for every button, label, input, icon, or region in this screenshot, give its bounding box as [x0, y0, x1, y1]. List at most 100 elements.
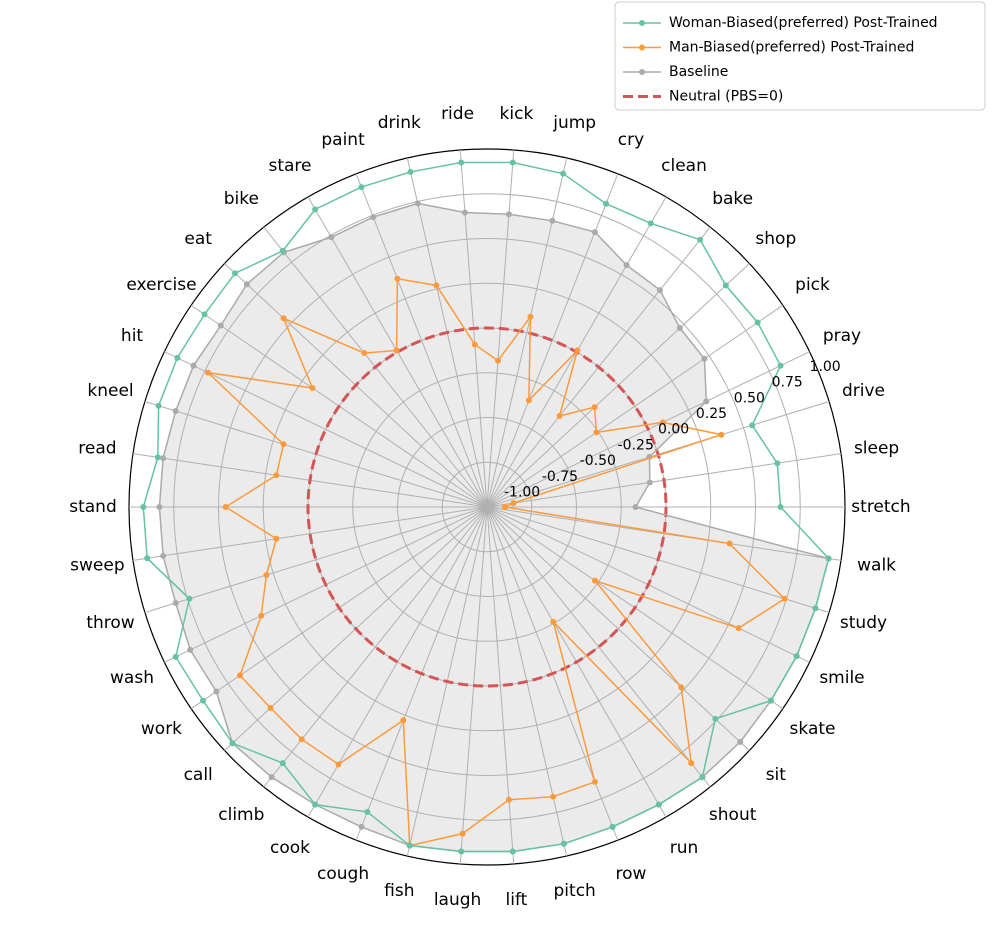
spoke: [355, 173, 488, 508]
spoke: [132, 506, 488, 561]
point: [793, 653, 800, 660]
category-label: clean: [661, 156, 707, 176]
point: [574, 347, 581, 354]
radial-tick-label: -0.25: [618, 437, 654, 453]
category-label: eat: [184, 229, 212, 249]
category-label: jump: [552, 113, 596, 133]
point: [825, 555, 832, 562]
category-label: run: [670, 838, 699, 858]
category-label: wash: [110, 668, 154, 688]
point: [471, 341, 478, 348]
point: [268, 774, 275, 781]
point: [647, 220, 654, 227]
radial-tick-label: -0.50: [580, 453, 616, 469]
point: [394, 275, 401, 282]
category-label: shout: [709, 805, 757, 825]
point: [527, 313, 534, 320]
category-label: row: [615, 864, 646, 884]
point: [201, 311, 208, 318]
point: [172, 407, 179, 414]
point: [156, 504, 163, 510]
point: [312, 206, 319, 213]
point: [186, 595, 193, 602]
category-label: skate: [790, 719, 836, 739]
point: [656, 287, 663, 294]
point: [309, 385, 316, 392]
point: [312, 801, 319, 808]
point: [393, 347, 400, 354]
point: [187, 646, 194, 653]
point: [501, 504, 508, 510]
legend-marker: [639, 20, 645, 26]
category-label: work: [141, 719, 182, 739]
point: [754, 319, 761, 326]
point: [560, 170, 567, 177]
point: [556, 413, 563, 420]
radial-tick-label: -0.75: [542, 469, 578, 485]
point: [258, 612, 265, 619]
point: [414, 200, 421, 207]
point: [229, 740, 236, 747]
point: [243, 281, 250, 288]
category-label: cough: [317, 864, 369, 884]
point: [505, 211, 512, 218]
radial-tick-label: 0.50: [734, 390, 765, 406]
point: [712, 715, 719, 722]
point: [267, 704, 274, 711]
spoke: [486, 157, 568, 508]
category-label: read: [78, 438, 116, 458]
point: [699, 774, 706, 781]
point: [774, 460, 781, 467]
point: [263, 572, 270, 579]
point: [509, 159, 516, 166]
point: [279, 760, 286, 767]
legend-marker: [639, 69, 645, 75]
category-label: stand: [69, 497, 117, 517]
category-label: exercise: [126, 275, 196, 295]
point: [358, 184, 365, 191]
point: [458, 159, 465, 166]
point: [364, 808, 371, 815]
legend-box: [614, 1, 986, 111]
point: [676, 325, 683, 332]
point: [505, 796, 512, 803]
point: [509, 848, 516, 855]
point: [232, 270, 239, 277]
area: [159, 203, 829, 852]
category-label: throw: [86, 613, 134, 633]
category-label: walk: [857, 556, 896, 576]
point: [591, 778, 598, 785]
point: [701, 355, 708, 362]
point: [812, 605, 819, 612]
category-label: lift: [506, 890, 528, 910]
category-label: drink: [378, 113, 421, 133]
legend-label: Baseline: [669, 64, 728, 80]
point: [749, 422, 756, 429]
category-label: bake: [712, 189, 753, 209]
point: [777, 362, 784, 369]
point: [328, 234, 335, 241]
point: [603, 200, 610, 207]
category-label: stretch: [851, 497, 910, 517]
category-label: pray: [823, 326, 861, 346]
point: [688, 760, 695, 767]
point: [623, 262, 630, 269]
point: [591, 404, 598, 411]
point: [140, 504, 147, 510]
radial-tick-label: -1.00: [504, 484, 540, 500]
point: [298, 736, 305, 743]
point: [735, 625, 742, 632]
point: [550, 618, 557, 625]
reference-line: [306, 326, 668, 688]
legend: Woman-Biased(preferred) Post-Trained Man-…: [614, 1, 986, 111]
point: [190, 362, 197, 369]
category-label: cook: [270, 838, 310, 858]
category-label: sit: [766, 765, 787, 785]
category-label: bike: [224, 189, 259, 209]
radial-tick-label: 0.25: [696, 406, 727, 422]
point: [237, 672, 244, 679]
category-label: fish: [384, 881, 414, 901]
point: [726, 540, 733, 547]
point: [155, 402, 162, 409]
radial-tick-label: 0.00: [658, 422, 689, 438]
